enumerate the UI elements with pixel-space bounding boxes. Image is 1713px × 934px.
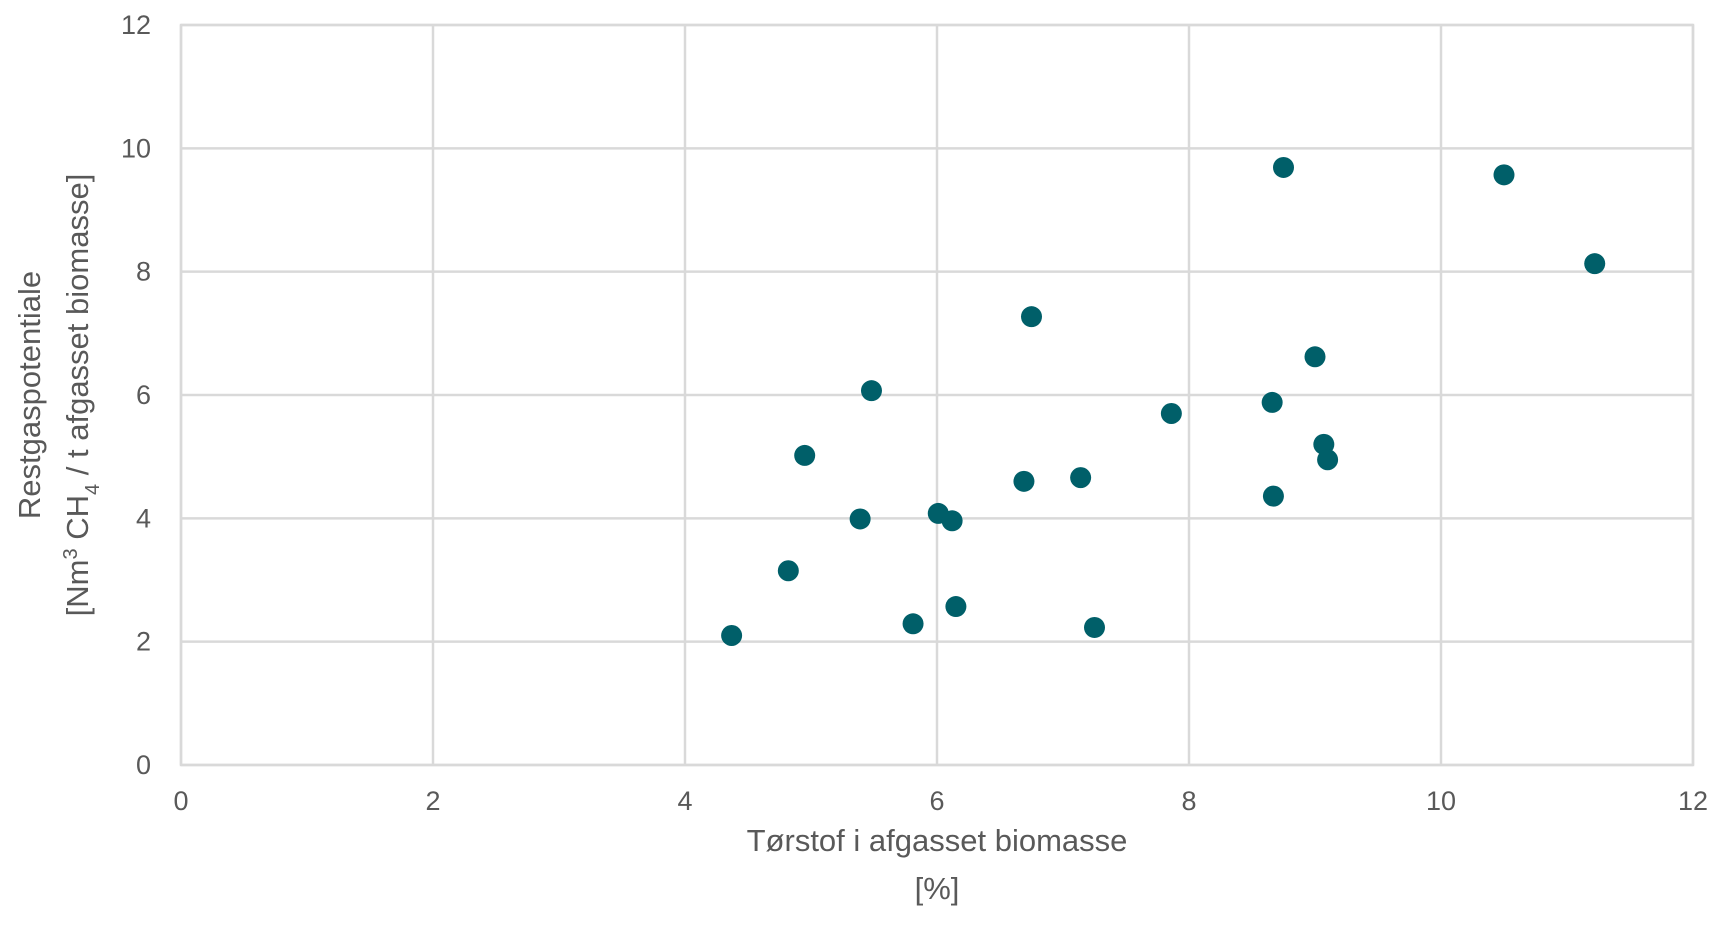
data-point [1304,346,1326,368]
data-point [1013,470,1035,492]
grid-lines [179,23,1695,767]
y-axis-title: Restgaspotentiale [12,271,47,519]
x-tick-label: 10 [1426,786,1456,816]
y-tick-label: 12 [121,10,151,40]
x-axis-title: Tørstof i afgasset biomasse [747,823,1128,858]
data-point [1021,306,1042,328]
data-point [849,508,871,530]
data-point [1317,449,1339,471]
y-unit-superscript: 3 [60,548,82,559]
x-tick-label: 12 [1678,786,1708,816]
y-unit-prefix: [Nm [60,559,95,616]
data-points [721,156,1606,646]
data-point [1273,156,1294,178]
y-axis-unit: [Nm3 CH4 / t afgasset biomasse] [60,174,104,617]
data-point [902,613,924,635]
x-tick-label: 0 [173,786,188,816]
data-point [1070,467,1092,489]
plot-area [179,23,1695,767]
y-tick-label: 10 [121,133,151,163]
data-point [1084,616,1105,638]
data-point [794,444,816,466]
x-tick-label: 6 [929,786,944,816]
x-axis-ticks: 0 2 4 6 8 10 12 [173,786,1708,816]
x-tick-label: 4 [677,786,692,816]
y-axis-ticks: 0 2 4 6 8 10 12 [121,10,151,780]
data-point [941,510,963,532]
data-point [1261,391,1283,413]
y-tick-label: 6 [136,380,151,410]
y-unit-subscript: 4 [82,484,104,495]
y-tick-label: 8 [136,257,151,287]
y-tick-label: 0 [136,750,151,780]
data-point [1262,485,1284,507]
y-tick-label: 2 [136,627,151,657]
data-point [945,596,967,618]
data-point [1584,253,1606,275]
data-point [721,625,743,646]
data-point [777,560,799,582]
data-point [1493,164,1515,186]
x-tick-label: 2 [425,786,440,816]
x-tick-label: 8 [1181,786,1196,816]
y-unit-suffix: / t afgasset biomasse] [60,174,95,484]
x-axis-unit: [%] [915,871,960,906]
data-point [1160,403,1182,424]
y-tick-label: 4 [136,503,151,533]
y-unit-middle: CH [60,495,95,548]
data-point [860,380,882,402]
